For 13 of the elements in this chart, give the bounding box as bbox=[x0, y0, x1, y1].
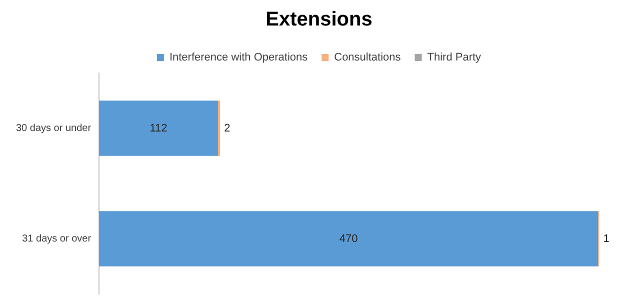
y-tick-label: 31 days or over bbox=[22, 234, 92, 244]
bar bbox=[99, 100, 218, 156]
bar bbox=[99, 211, 598, 266]
data-label: 470 bbox=[339, 232, 358, 245]
y-tick-label: 30 days or under bbox=[16, 123, 92, 134]
data-label: 1 bbox=[603, 232, 610, 245]
legend-label: Consultations bbox=[334, 52, 402, 64]
data-label: 2 bbox=[224, 122, 230, 134]
chart-title: Extensions bbox=[266, 8, 372, 31]
bar bbox=[218, 100, 220, 156]
legend-label: Interference with Operations bbox=[169, 52, 308, 64]
legend-label: Third Party bbox=[427, 52, 482, 64]
data-label: 112 bbox=[150, 122, 168, 134]
